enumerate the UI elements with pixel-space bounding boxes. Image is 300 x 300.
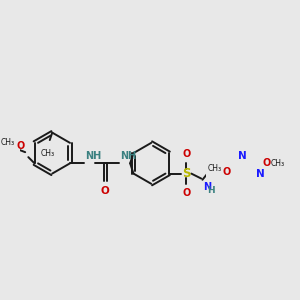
- Text: N: N: [203, 182, 211, 192]
- Text: O: O: [223, 167, 231, 177]
- Text: CH₃: CH₃: [40, 149, 54, 158]
- Text: O: O: [101, 186, 110, 196]
- Text: N: N: [256, 169, 265, 179]
- Text: O: O: [262, 158, 271, 168]
- Text: H: H: [207, 186, 215, 195]
- Text: O: O: [182, 149, 190, 159]
- Text: CH₃: CH₃: [271, 158, 285, 167]
- Text: O: O: [182, 188, 190, 199]
- Text: S: S: [182, 167, 190, 180]
- Text: CH₃: CH₃: [208, 164, 222, 173]
- Text: NH: NH: [120, 152, 136, 161]
- Text: CH₃: CH₃: [1, 138, 15, 147]
- Text: O: O: [17, 141, 25, 151]
- Text: N: N: [238, 151, 247, 161]
- Text: NH: NH: [85, 152, 101, 161]
